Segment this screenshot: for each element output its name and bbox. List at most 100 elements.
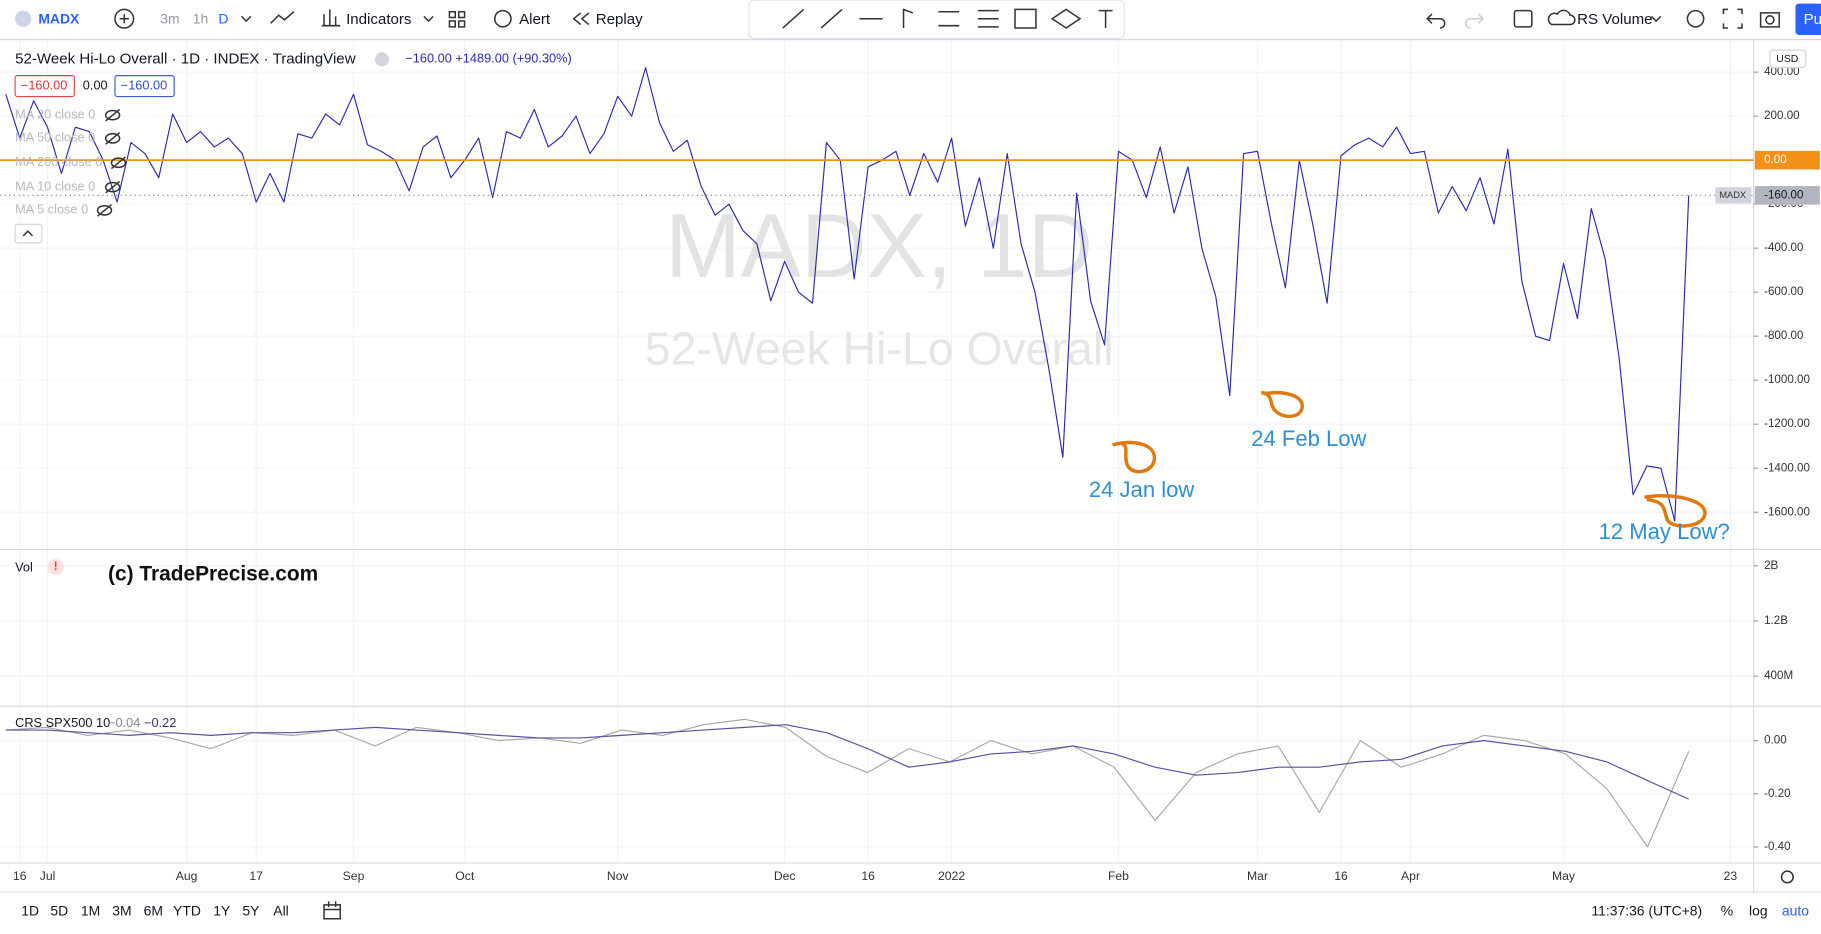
- y-tick-label: -0.20: [1764, 787, 1790, 800]
- interval[interactable]: D: [218, 11, 228, 27]
- replay-icon: [572, 12, 590, 26]
- alert-icon: [493, 9, 512, 28]
- annotation: 24 Jan low: [1089, 477, 1194, 502]
- axis-settings[interactable]: [1780, 870, 1794, 884]
- eye-icon[interactable]: [96, 204, 113, 216]
- symbol[interactable]: MADX: [38, 11, 80, 27]
- goto-date-button[interactable]: [323, 901, 342, 920]
- dropdown-icon[interactable]: [1650, 15, 1662, 23]
- x-tick-label: Apr: [1401, 869, 1420, 883]
- eye-icon[interactable]: [104, 132, 121, 144]
- x-tick-label: Aug: [176, 869, 198, 883]
- dropdown-icon[interactable]: [241, 15, 252, 23]
- y-tick-label: 1.2B: [1764, 614, 1788, 627]
- interval[interactable]: 1h: [193, 11, 209, 27]
- buy-box[interactable]: [114, 75, 175, 98]
- range-button[interactable]: 3M: [112, 902, 131, 918]
- range-button[interactable]: 1M: [81, 902, 100, 918]
- range-button[interactable]: 5Y: [242, 902, 259, 918]
- x-tick-label: Feb: [1108, 869, 1129, 883]
- range-button[interactable]: 1Y: [213, 902, 230, 918]
- last-price-tag: [1754, 186, 1820, 205]
- range-button[interactable]: All: [273, 902, 288, 918]
- alert-button[interactable]: Alert: [519, 11, 551, 28]
- drawing-toolbar: [748, 0, 1125, 40]
- camera-button[interactable]: [1759, 12, 1780, 28]
- y-tick-label: -1400.00: [1764, 461, 1810, 474]
- y-tick-label: -1600.00: [1764, 505, 1810, 518]
- series-name-tag-label: MADX: [1719, 190, 1746, 200]
- clock[interactable]: 11:37:36 (UTC+8): [1591, 902, 1702, 918]
- status-dot: [375, 52, 390, 67]
- ma-label[interactable]: MA 5 close 0: [15, 202, 88, 217]
- change: −160.00 +1489.00 (+90.30%): [405, 51, 571, 66]
- log-toggle[interactable]: log: [1749, 902, 1768, 918]
- redo-button[interactable]: [1464, 13, 1485, 29]
- undo-button[interactable]: [1426, 13, 1446, 29]
- volume-title[interactable]: Vol: [15, 559, 33, 574]
- replay-button[interactable]: Replay: [596, 11, 643, 28]
- series-line: [5, 724, 1689, 800]
- x-tick-label: 17: [249, 869, 263, 883]
- top-toolbar: MADX 3m 1h D Indicators Alert Replay RS …: [15, 0, 1821, 40]
- x-tick-label: 16: [861, 869, 875, 883]
- buy: −160.00: [121, 77, 168, 92]
- interval[interactable]: 3m: [160, 11, 179, 27]
- ma-label[interactable]: MA 20 close 0: [15, 106, 95, 121]
- publish-button[interactable]: [1795, 3, 1821, 35]
- collapse-button[interactable]: [14, 223, 43, 244]
- warning-icon[interactable]: [47, 558, 64, 576]
- ma-label[interactable]: MA 200 close 0: [15, 154, 102, 169]
- chart-type-button[interactable]: [270, 11, 295, 24]
- watermark-name: 52-Week Hi-Lo Overall: [645, 322, 1114, 374]
- drawing-tools[interactable]: [782, 8, 1113, 29]
- layout-button[interactable]: [448, 10, 466, 28]
- eye-icon[interactable]: [104, 181, 121, 193]
- y-tick-label: -1200.00: [1764, 417, 1810, 430]
- dropdown-icon[interactable]: [423, 15, 434, 23]
- annotations: 24 Jan low 24 Feb Low 12 May Low? (c) Tr…: [108, 390, 1730, 586]
- cloud-icon: [1547, 9, 1576, 26]
- eye-strike: [105, 108, 121, 122]
- indicators-button[interactable]: Indicators: [346, 11, 411, 28]
- auto-toggle[interactable]: auto: [1782, 902, 1809, 918]
- ma-label[interactable]: MA 50 close 0: [15, 130, 95, 145]
- x-tick-label: Oct: [455, 869, 475, 883]
- sell: −160.00: [21, 77, 68, 92]
- range-button[interactable]: 6M: [144, 902, 163, 918]
- range-button[interactable]: 5D: [50, 902, 68, 918]
- eye-strike: [105, 180, 121, 194]
- x-tick-label: Nov: [607, 869, 630, 883]
- settings-button[interactable]: [1686, 9, 1705, 28]
- annotation: 24 Feb Low: [1251, 426, 1366, 451]
- series-line: [5, 67, 1690, 522]
- ma-label[interactable]: MA 10 close 0: [15, 178, 95, 193]
- rs-volume[interactable]: RS Volume: [1577, 11, 1652, 28]
- x-tick-label: 2022: [938, 869, 965, 883]
- y-tick-label: -1000.00: [1764, 373, 1810, 386]
- compare-button[interactable]: [114, 8, 135, 29]
- range-button[interactable]: YTD: [173, 902, 201, 918]
- y-tick-label: 400M: [1764, 669, 1793, 682]
- snapshot-square[interactable]: [1513, 9, 1533, 28]
- sell-box[interactable]: [14, 75, 75, 98]
- symbol-logo: [15, 10, 32, 27]
- x-tick-label: May: [1552, 869, 1576, 883]
- hidden-eye-icons: [96, 108, 127, 217]
- fullscreen-button[interactable]: [1722, 8, 1743, 29]
- x-tick-label: Sep: [343, 869, 365, 883]
- percent-toggle[interactable]: %: [1721, 902, 1733, 918]
- panel-frame: [0, 39, 1821, 893]
- range-button[interactable]: 1D: [21, 902, 39, 918]
- series-title[interactable]: 52-Week Hi-Lo Overall · 1D · INDEX · Tra…: [15, 50, 356, 67]
- currency: USD: [1776, 54, 1798, 65]
- eye-icon[interactable]: [104, 109, 121, 121]
- eye-icon[interactable]: [110, 157, 127, 169]
- crs-legend: CRS SPX500 10 −0.04 −0.22: [15, 715, 176, 730]
- currency-button[interactable]: [1769, 49, 1807, 69]
- crs-title[interactable]: CRS SPX500 10: [15, 715, 110, 730]
- y-tick-label: -0.40: [1764, 840, 1790, 853]
- eye-strike: [111, 156, 126, 170]
- collapse-icon: [22, 230, 34, 237]
